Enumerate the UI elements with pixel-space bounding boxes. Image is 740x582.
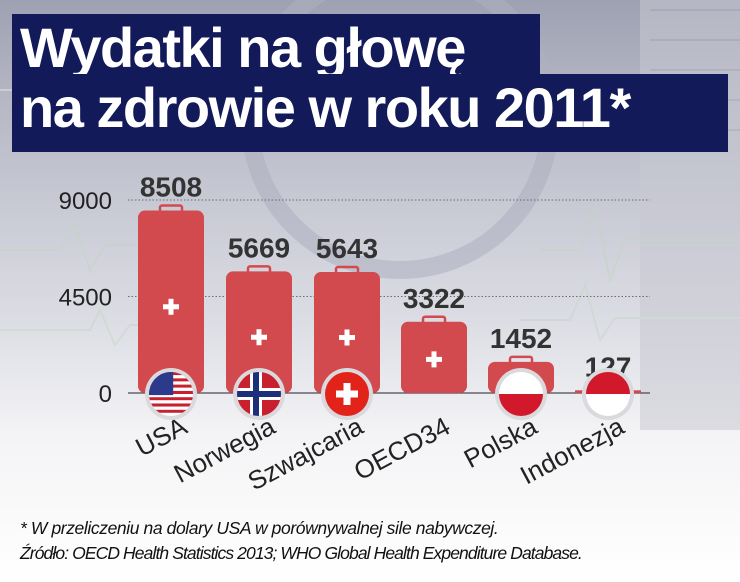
y-tick-label: 9000: [59, 188, 112, 215]
y-tick-label: 4500: [59, 285, 112, 312]
bar-usa: [138, 204, 204, 393]
cross-icon: [431, 351, 437, 368]
chart-title-line1: Wydatki na głowę: [12, 14, 540, 76]
bars: [138, 204, 641, 393]
value-label: 5643: [316, 233, 378, 264]
bar-norwegia: [226, 265, 292, 393]
chart-grid: [128, 199, 650, 394]
cross-icon: [256, 329, 262, 346]
cross-icon: [168, 298, 174, 315]
flags: [145, 368, 634, 420]
cross-icon: [344, 329, 350, 346]
value-label: 3322: [403, 283, 465, 314]
switzerland-flag: [321, 368, 373, 420]
y-tick-label: 0: [99, 381, 112, 408]
x-tick-label: OECD34: [349, 411, 455, 486]
footnote: * W przeliczeniu na dolary USA w porówny…: [20, 518, 499, 538]
value-label: 8508: [140, 172, 202, 203]
value-label: 5669: [228, 232, 290, 263]
bar-szwajcaria: [314, 265, 380, 393]
usa-flag: [145, 368, 197, 420]
norway-flag: [233, 368, 285, 420]
poland-flag: [495, 368, 547, 420]
y-axis-ticks: 0 4500 9000: [59, 188, 112, 408]
indonesia-flag: [582, 368, 634, 420]
bar-oecd34: [401, 315, 467, 393]
source-note: Źródło: OECD Health Statistics 2013; WHO…: [20, 543, 583, 563]
value-label: 1452: [490, 323, 552, 354]
chart-title-line2: na zdrowie w roku 2011*: [12, 74, 728, 152]
